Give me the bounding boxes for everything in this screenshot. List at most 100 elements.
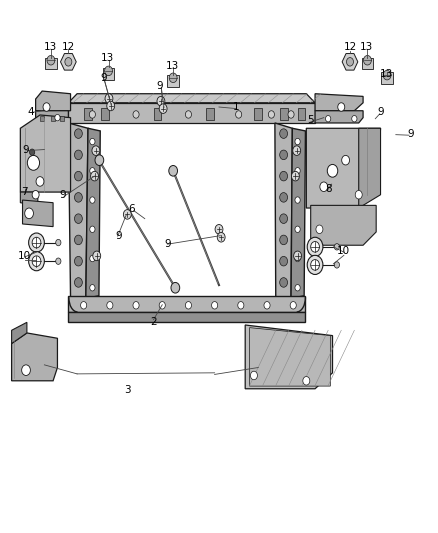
Text: 10: 10: [337, 246, 350, 255]
Text: 9: 9: [157, 81, 163, 91]
Circle shape: [185, 302, 191, 309]
Polygon shape: [342, 53, 358, 70]
Text: 13: 13: [101, 53, 114, 62]
Circle shape: [124, 209, 131, 219]
Text: 1: 1: [233, 102, 240, 112]
Circle shape: [107, 302, 113, 309]
Text: 12: 12: [343, 42, 357, 52]
Circle shape: [55, 115, 60, 121]
Text: 4: 4: [27, 107, 34, 117]
Text: 10: 10: [18, 251, 31, 261]
Circle shape: [32, 256, 41, 266]
Circle shape: [89, 111, 95, 118]
Text: 7: 7: [21, 187, 28, 197]
Polygon shape: [12, 322, 27, 344]
Circle shape: [43, 103, 50, 111]
Polygon shape: [22, 200, 53, 227]
Circle shape: [93, 251, 101, 261]
Circle shape: [74, 150, 82, 160]
Text: 13: 13: [380, 69, 393, 78]
Circle shape: [295, 197, 300, 203]
Circle shape: [21, 365, 30, 375]
Bar: [60, 116, 64, 121]
Circle shape: [352, 116, 357, 122]
Circle shape: [288, 111, 294, 118]
Circle shape: [159, 302, 165, 309]
Circle shape: [185, 111, 191, 118]
Circle shape: [311, 260, 319, 270]
Circle shape: [280, 278, 288, 287]
Text: 13: 13: [360, 42, 373, 52]
Circle shape: [90, 139, 95, 145]
Circle shape: [91, 171, 99, 181]
Circle shape: [346, 58, 353, 66]
Bar: [153, 108, 161, 120]
Circle shape: [159, 104, 167, 114]
Circle shape: [81, 302, 87, 309]
Circle shape: [107, 101, 115, 111]
Circle shape: [65, 58, 72, 66]
Circle shape: [280, 171, 288, 181]
Polygon shape: [245, 325, 332, 389]
Circle shape: [295, 285, 300, 291]
Circle shape: [303, 376, 310, 385]
Circle shape: [74, 235, 82, 245]
Polygon shape: [35, 91, 71, 111]
Circle shape: [280, 150, 288, 160]
Circle shape: [293, 146, 300, 156]
Text: 9: 9: [100, 73, 106, 83]
Circle shape: [320, 182, 328, 191]
Text: 6: 6: [128, 204, 135, 214]
Circle shape: [307, 255, 323, 274]
Text: 12: 12: [62, 42, 75, 52]
Circle shape: [268, 111, 275, 118]
Circle shape: [74, 214, 82, 223]
Circle shape: [157, 96, 165, 106]
Polygon shape: [359, 128, 381, 208]
Polygon shape: [68, 103, 315, 123]
Circle shape: [290, 302, 296, 309]
Polygon shape: [20, 192, 38, 205]
Bar: [297, 108, 305, 120]
Circle shape: [295, 139, 300, 145]
Circle shape: [169, 73, 177, 83]
Polygon shape: [315, 111, 363, 123]
Bar: [254, 108, 262, 120]
Polygon shape: [60, 53, 76, 70]
Text: 5: 5: [307, 115, 314, 125]
Circle shape: [28, 252, 44, 271]
Circle shape: [280, 192, 288, 202]
Circle shape: [383, 70, 391, 80]
Circle shape: [338, 103, 345, 111]
Polygon shape: [291, 128, 305, 298]
Circle shape: [325, 116, 331, 122]
Circle shape: [307, 237, 323, 256]
Circle shape: [280, 214, 288, 223]
Circle shape: [327, 165, 338, 177]
Bar: [362, 58, 373, 69]
Bar: [206, 108, 214, 120]
Polygon shape: [306, 128, 381, 208]
Polygon shape: [20, 115, 71, 192]
Circle shape: [251, 371, 258, 379]
Bar: [103, 68, 114, 80]
Circle shape: [28, 233, 44, 252]
Polygon shape: [35, 111, 68, 127]
Text: 3: 3: [124, 385, 131, 395]
Circle shape: [236, 111, 242, 118]
Circle shape: [47, 55, 55, 65]
Circle shape: [342, 156, 350, 165]
Text: 9: 9: [60, 190, 67, 200]
Circle shape: [334, 262, 339, 268]
Circle shape: [217, 232, 225, 242]
Text: 2: 2: [150, 317, 157, 327]
Circle shape: [95, 155, 104, 165]
Circle shape: [334, 244, 339, 250]
Text: 9: 9: [164, 239, 171, 248]
Circle shape: [355, 190, 362, 199]
Circle shape: [56, 239, 61, 246]
Circle shape: [311, 241, 319, 252]
Circle shape: [90, 197, 95, 203]
Circle shape: [105, 94, 113, 103]
Polygon shape: [315, 94, 363, 111]
